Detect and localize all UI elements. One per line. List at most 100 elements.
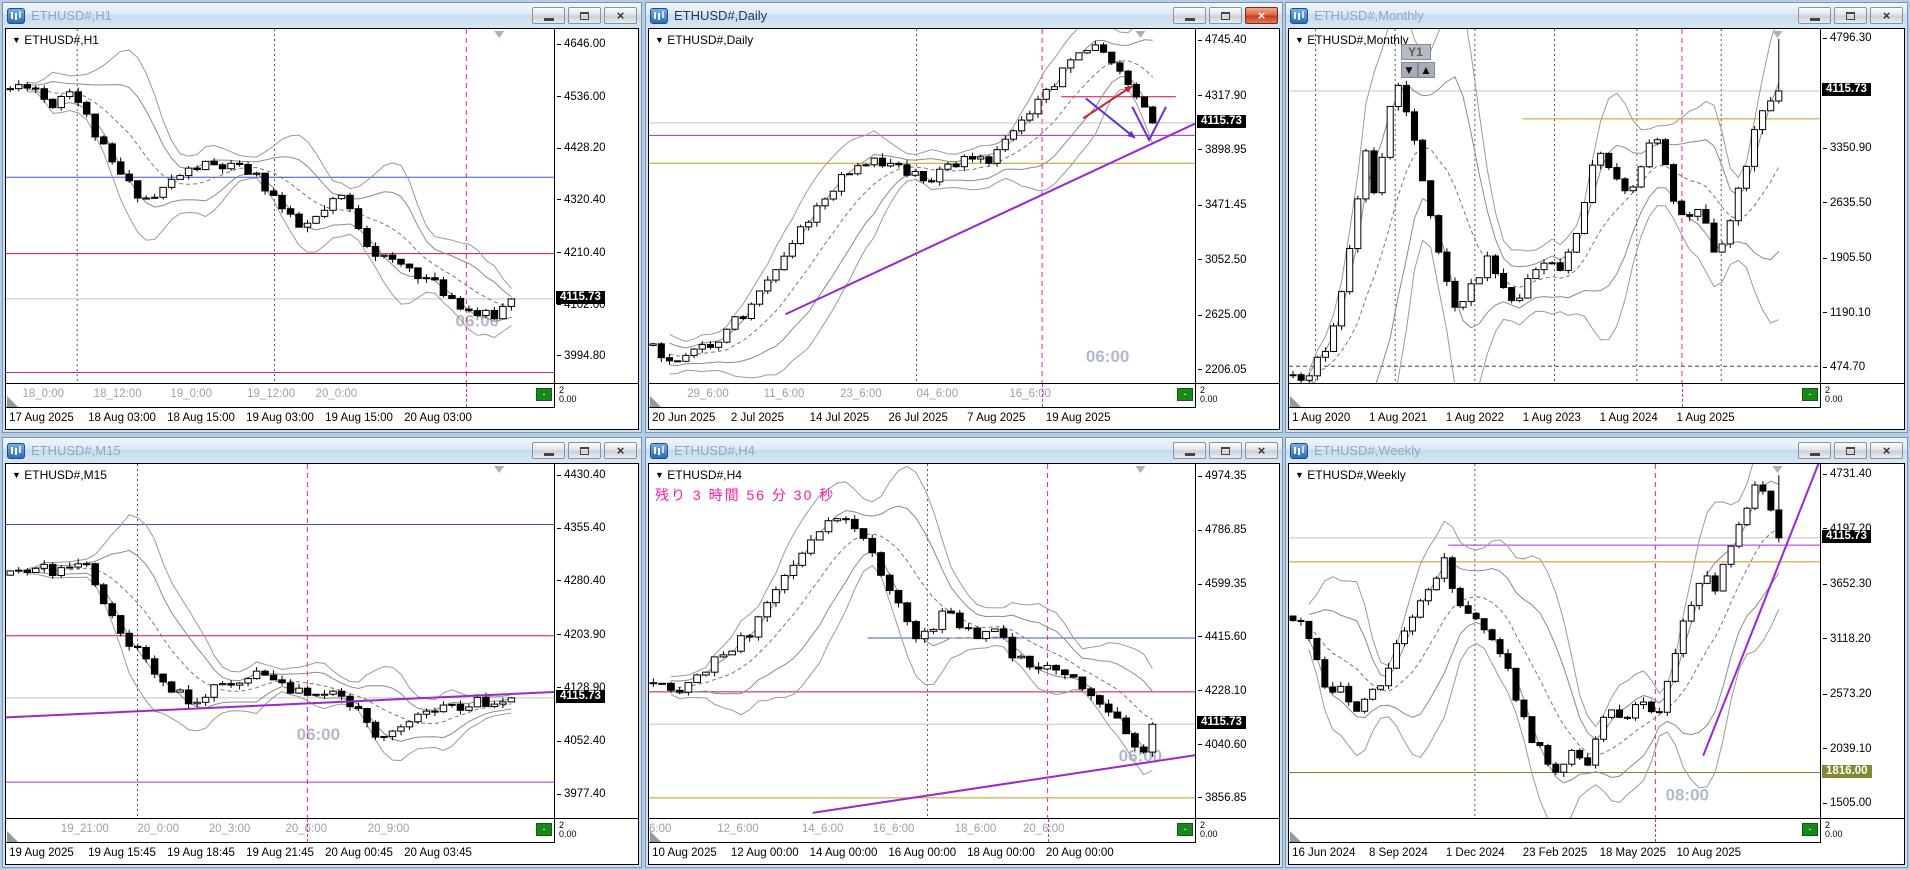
chart-plot-area[interactable]: ▼ ETHUSD#,Monthly Y1 ▼ ▲ xyxy=(1289,29,1821,383)
candle-body xyxy=(1584,757,1592,766)
minimize-button[interactable] xyxy=(532,7,565,24)
candle-body xyxy=(1440,557,1448,579)
restore-button[interactable] xyxy=(568,442,601,459)
candle-body xyxy=(887,162,895,167)
window-titlebar[interactable]: ETHUSD#,Monthly × xyxy=(1286,3,1907,28)
session-vertical-line xyxy=(1047,819,1050,842)
minimize-button[interactable] xyxy=(532,442,565,459)
chart-symbol-label[interactable]: ▼ ETHUSD#,Weekly xyxy=(1295,468,1406,482)
price-tick-label: 2573.20 xyxy=(1823,688,1872,700)
price-tick-label: 4536.00 xyxy=(557,91,606,103)
candle-body xyxy=(1759,484,1767,492)
indicator-value-box: - xyxy=(1177,823,1193,836)
candle-body xyxy=(1605,152,1613,169)
restore-button[interactable] xyxy=(1834,442,1867,459)
window-titlebar[interactable]: ETHUSD#,H1 × xyxy=(3,3,641,28)
scroll-corner-icon[interactable] xyxy=(650,831,661,842)
candle-body xyxy=(1703,575,1711,584)
up-arrow-button[interactable]: ▲ xyxy=(1417,62,1435,79)
chart-plot-area[interactable]: ▼ ETHUSD#,H4 残り 3 時間 56 分 30 秒 06:00 xyxy=(649,464,1196,818)
price-axis[interactable]: 4430.40 4355.40 4280.40 4203.90 4128.90 4052.… xyxy=(555,464,638,818)
close-button[interactable]: × xyxy=(1245,442,1278,459)
scroll-corner-icon[interactable] xyxy=(650,396,661,407)
indicator-subwindow[interactable]: - xyxy=(1289,384,1821,408)
price-axis[interactable]: 4974.35 4786.85 4599.35 4415.60 4228.10 4040.… xyxy=(1196,464,1279,818)
price-axis[interactable]: 4745.40 4317.90 3898.95 3471.45 3052.50 2625.… xyxy=(1196,29,1279,383)
price-tick-label: 4317.90 xyxy=(1198,90,1247,102)
close-button[interactable]: × xyxy=(604,7,637,24)
subwindow-time-label: 6:00 xyxy=(649,823,672,835)
window-titlebar[interactable]: ETHUSD#,Daily × xyxy=(646,3,1282,28)
scroll-corner-icon[interactable] xyxy=(7,396,18,407)
chart-symbol-label[interactable]: ▼ ETHUSD#,Monthly xyxy=(1295,33,1409,47)
window-titlebar[interactable]: ETHUSD#,H4 × xyxy=(646,438,1282,463)
candle-body xyxy=(116,161,125,175)
candle-body xyxy=(731,316,739,330)
y1-button[interactable]: Y1 xyxy=(1400,44,1431,61)
indicator-subwindow[interactable]: - 29_6:00 11_6:00 23_6:00 04_6:00 16_6:00 xyxy=(649,384,1196,408)
candle-body xyxy=(1416,600,1424,618)
candle-body xyxy=(903,602,912,623)
window-titlebar[interactable]: ETHUSD#,Weekly × xyxy=(1286,438,1907,463)
window-title: ETHUSD#,Monthly xyxy=(1314,8,1424,23)
down-arrow-button[interactable]: ▼ xyxy=(1400,62,1418,79)
price-axis[interactable]: 4731.40 4197.20 3652.30 3118.20 2573.20 2039.… xyxy=(1821,464,1904,818)
minimize-button[interactable] xyxy=(1173,7,1206,24)
candle-body xyxy=(1592,738,1600,766)
chart-plot-area[interactable]: ▼ ETHUSD#,Daily 06:00 xyxy=(649,29,1196,383)
chart-plot-area[interactable]: ▼ ETHUSD#,Weekly 08:00 xyxy=(1289,464,1821,818)
candle-body xyxy=(1540,262,1548,271)
minimize-button[interactable] xyxy=(1173,442,1206,459)
restore-button[interactable] xyxy=(1834,7,1867,24)
time-axis-label: 20 Aug 03:45 xyxy=(404,847,472,859)
time-axis-label: 19 Aug 18:45 xyxy=(167,847,235,859)
window-titlebar[interactable]: ETHUSD#,M15 × xyxy=(3,438,641,463)
price-tick-label: 3898.95 xyxy=(1198,144,1247,156)
scroll-corner-icon[interactable] xyxy=(7,831,18,842)
minimize-button[interactable] xyxy=(1798,442,1831,459)
chart-symbol-label[interactable]: ▼ ETHUSD#,M15 xyxy=(12,468,107,482)
restore-button[interactable] xyxy=(1209,442,1242,459)
candle-body xyxy=(312,693,320,696)
price-tick-label: 4280.40 xyxy=(557,575,606,587)
time-axis[interactable]: 19 Aug 2025 19 Aug 15:45 19 Aug 18:45 19 Au… xyxy=(6,843,638,864)
time-axis[interactable]: 20 Jun 2025 2 Jul 2025 14 Jul 2025 26 Jul 2… xyxy=(649,408,1279,429)
band-line xyxy=(670,550,1153,749)
indicator-subwindow[interactable]: - 6:00 12_6:00 14_6:00 16_6:00 18_6:00 20_6:00 xyxy=(649,819,1196,843)
band-line xyxy=(1308,608,1780,818)
close-button[interactable]: × xyxy=(1870,442,1903,459)
close-button[interactable]: × xyxy=(1245,7,1278,24)
chart-plot-area[interactable]: ▼ ETHUSD#,H1 06:00 xyxy=(6,29,555,383)
candle-body xyxy=(142,646,150,660)
candle-body xyxy=(1289,615,1297,622)
candle-body xyxy=(6,88,14,91)
candle-body xyxy=(65,566,74,569)
time-axis-label: 1 Aug 2025 xyxy=(1676,412,1735,424)
indicator-subwindow[interactable]: - xyxy=(1289,819,1821,843)
close-button[interactable]: × xyxy=(1870,7,1903,24)
chart-symbol-label[interactable]: ▼ ETHUSD#,H1 xyxy=(12,33,99,47)
candle-body xyxy=(150,658,159,675)
price-axis[interactable]: 4796.30 3350.90 2635.50 1905.50 1190.10 474.7… xyxy=(1821,29,1904,383)
scroll-corner-icon[interactable] xyxy=(1290,396,1301,407)
close-button[interactable]: × xyxy=(604,442,637,459)
time-axis[interactable]: 1 Aug 2020 1 Aug 2021 1 Aug 2022 1 Aug 2023… xyxy=(1289,408,1904,429)
restore-button[interactable] xyxy=(1209,7,1242,24)
candle-body xyxy=(755,290,764,305)
restore-button[interactable] xyxy=(568,7,601,24)
time-axis[interactable]: 10 Aug 2025 12 Aug 00:00 14 Aug 00:00 16 Au… xyxy=(649,843,1279,864)
price-axis[interactable]: 4646.00 4536.00 4428.20 4320.40 4210.40 4102.… xyxy=(555,29,638,383)
indicator-subwindow[interactable]: - 18_0:00 18_12:00 19_0:00 19_12:00 20_0:00 xyxy=(6,384,555,408)
scroll-corner-icon[interactable] xyxy=(1290,831,1301,842)
minimize-button[interactable] xyxy=(1798,7,1831,24)
time-axis[interactable]: 17 Aug 2025 18 Aug 03:00 18 Aug 15:00 19 Au… xyxy=(6,408,638,429)
candle-body xyxy=(448,703,456,706)
chart-symbol-label[interactable]: ▼ ETHUSD#,Daily xyxy=(655,33,754,47)
chart-plot-area[interactable]: ▼ ETHUSD#,M15 06:00 xyxy=(6,464,555,818)
chart-symbol-label[interactable]: ▼ ETHUSD#,H4 xyxy=(655,468,742,482)
indicator-subwindow[interactable]: - 19_21:00 20_0:00 20_3:00 20_6:00 20_9:00 xyxy=(6,819,555,843)
time-axis[interactable]: 16 Jun 2024 8 Sep 2024 1 Dec 2024 23 Feb 20… xyxy=(1289,843,1904,864)
candle-body xyxy=(303,222,312,228)
candle-body xyxy=(1560,763,1568,773)
candle-body xyxy=(1083,49,1091,54)
